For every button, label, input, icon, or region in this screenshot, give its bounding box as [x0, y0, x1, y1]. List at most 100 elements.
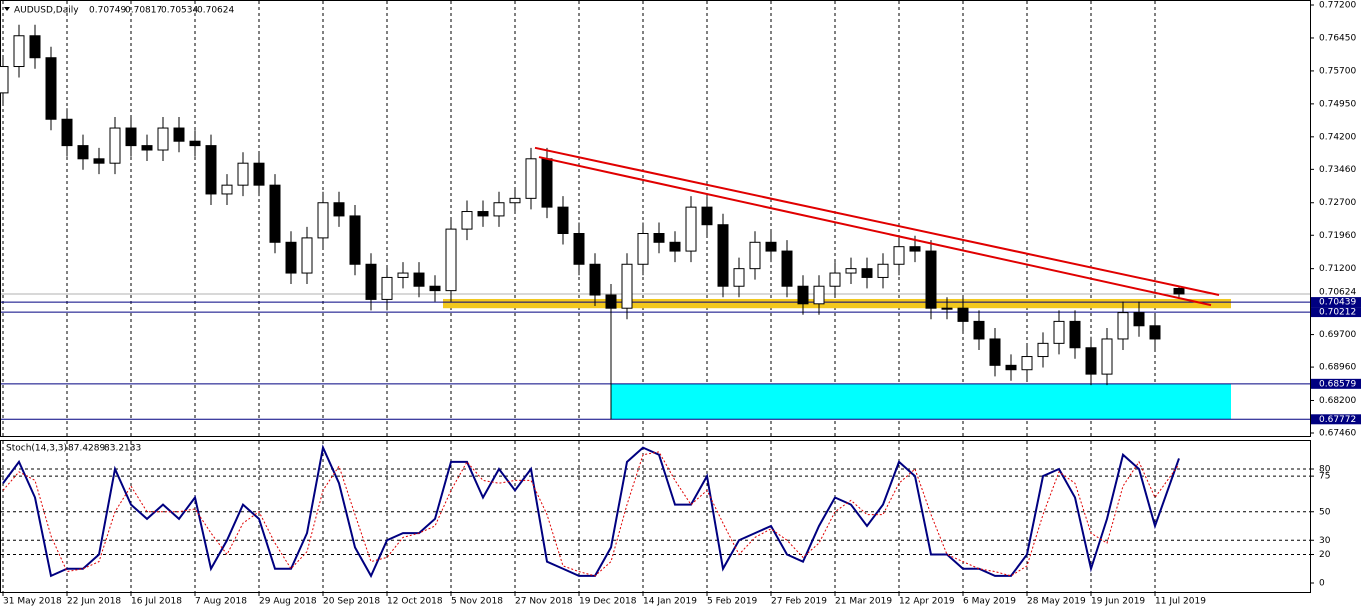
y-tick-label: 50	[1319, 507, 1331, 517]
candle-body	[973, 320, 985, 340]
candle-body	[237, 162, 249, 186]
candle-body	[1149, 325, 1161, 340]
candle-body	[445, 228, 457, 292]
candle-body	[125, 127, 137, 147]
x-tick-label: 31 May 2018	[3, 597, 62, 607]
candle-body	[1117, 312, 1129, 340]
candle-body	[1053, 320, 1065, 344]
candle-body	[621, 263, 633, 309]
x-tick-label: 6 May 2019	[963, 597, 1016, 607]
candle-body	[845, 268, 857, 274]
zone	[443, 298, 1231, 309]
chart-title: AUDUSD,Daily	[14, 6, 79, 16]
candle-body	[653, 233, 665, 243]
candle-body	[669, 241, 681, 252]
y-tick-label: 0.68200	[1319, 396, 1356, 406]
y-tick-label: 75	[1319, 472, 1330, 482]
x-tick-label: 28 May 2019	[1027, 597, 1086, 607]
candle-body	[1101, 338, 1113, 375]
candle-body	[493, 202, 505, 217]
candle-body	[1005, 364, 1017, 371]
candle-body	[1021, 356, 1033, 371]
x-tick-label: 21 Mar 2019	[835, 597, 892, 607]
candle-body	[637, 233, 649, 265]
x-tick-label: 29 Aug 2018	[259, 597, 317, 607]
candle-body	[573, 233, 585, 265]
candle-body	[781, 250, 793, 287]
x-tick-label: 27 Feb 2019	[771, 597, 827, 607]
stoch-panel	[0, 440, 1311, 593]
candle-body	[93, 158, 105, 164]
x-tick-label: 11 Jul 2019	[1155, 597, 1206, 607]
y-tick-label: 0.76450	[1319, 33, 1356, 43]
candle-body	[189, 140, 201, 147]
candle-body	[365, 263, 377, 300]
candle-body	[173, 127, 185, 142]
candle-body	[205, 145, 217, 195]
level-label-bg	[1311, 297, 1361, 308]
candle-body	[925, 250, 937, 309]
y-tick-label: 0.72700	[1319, 198, 1356, 208]
candle-body	[317, 202, 329, 239]
candle-body	[749, 241, 761, 270]
y-tick-label: 0.68960	[1319, 363, 1356, 373]
level-label: 0.67772	[1319, 415, 1356, 425]
candle-body	[61, 118, 73, 147]
y-tick-label: 0.74950	[1319, 99, 1356, 109]
y-tick-label: 30	[1319, 536, 1331, 546]
candle-body	[1173, 287, 1185, 295]
candle-body	[877, 263, 889, 278]
y-tick-label: 0.77200	[1319, 1, 1356, 11]
candle-body	[157, 127, 169, 151]
x-tick-label: 16 Jul 2018	[131, 597, 182, 607]
x-tick-label: 19 Dec 2018	[579, 597, 637, 607]
candle-body	[109, 127, 121, 164]
candle-body	[461, 211, 473, 230]
candle-body	[1085, 347, 1097, 375]
candle-body	[29, 35, 41, 59]
y-tick-label: 0.75700	[1319, 66, 1356, 76]
high-label: 0.70817	[125, 6, 162, 16]
y-tick-label: 20	[1319, 550, 1331, 560]
x-tick-label: 20 Sep 2018	[323, 597, 380, 607]
level-label: 0.68579	[1319, 379, 1356, 389]
candle-body	[253, 162, 265, 186]
candle-body	[285, 241, 297, 274]
candle-body	[0, 66, 9, 94]
trendline	[534, 146, 1220, 296]
candle-body	[349, 215, 361, 265]
candle-body	[733, 268, 745, 287]
candle-body	[221, 184, 233, 195]
candle-body	[957, 307, 969, 322]
main-panel	[0, 0, 1311, 437]
stoch-title: Stoch(14,3,3)	[6, 444, 67, 454]
candle-body	[797, 285, 809, 305]
candle-body	[829, 272, 841, 287]
candle-body	[941, 307, 953, 310]
x-tick-label: 19 Jun 2019	[1091, 597, 1145, 607]
stoch-main	[2, 444, 1180, 579]
candle-body	[989, 338, 1001, 366]
candle-body	[525, 158, 537, 199]
candle-body	[301, 237, 313, 274]
x-tick-label: 5 Feb 2019	[707, 597, 758, 607]
candle-body	[893, 246, 905, 265]
candle-body	[381, 276, 393, 300]
candle-body	[717, 224, 729, 287]
candle-body	[861, 268, 873, 278]
close-label: 0.70624	[197, 6, 234, 16]
level-label-bg	[1311, 414, 1361, 425]
candle-body	[557, 206, 569, 235]
level-label-bg	[1311, 307, 1361, 318]
zone	[611, 383, 1231, 420]
candle-body	[909, 246, 921, 252]
stoch-main-label: 87.4289	[68, 444, 105, 454]
low-label: 0.70534	[161, 6, 198, 16]
y-tick-label: 0.71200	[1319, 264, 1356, 274]
candle-body	[765, 241, 777, 252]
candle-body	[605, 294, 617, 309]
x-tick-label: 12 Oct 2018	[387, 597, 443, 607]
x-tick-label: 5 Nov 2018	[451, 597, 503, 607]
menu-arrow	[4, 7, 10, 11]
